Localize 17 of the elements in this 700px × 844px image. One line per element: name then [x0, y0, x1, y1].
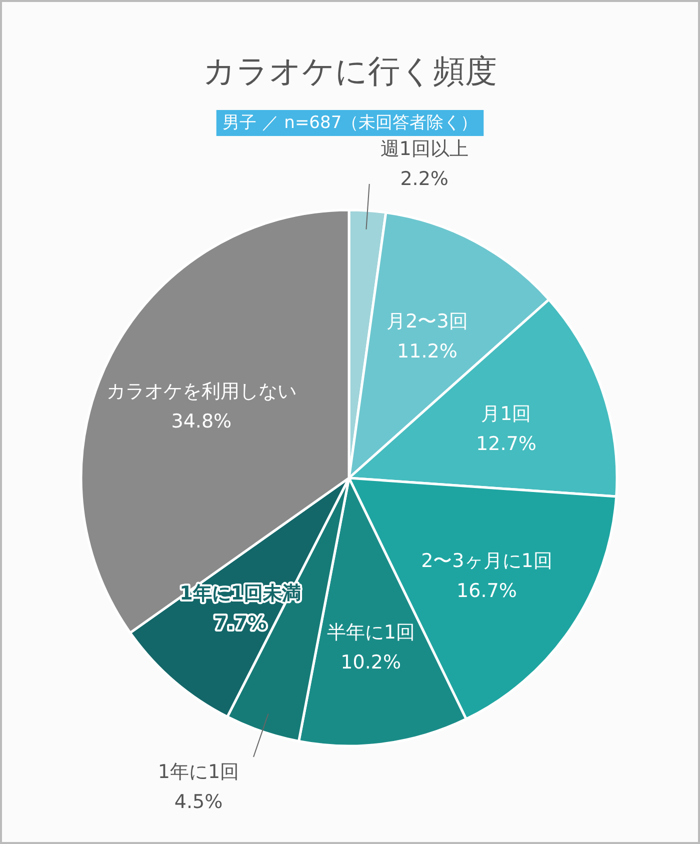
- slice-label: カラオケを利用しない: [106, 380, 296, 403]
- data-label: 4.5%: [174, 790, 223, 813]
- slice-label: 2〜3ヶ月に1回: [421, 550, 552, 572]
- data-label: 34.8%: [171, 410, 232, 433]
- slice-label: 月1回: [481, 403, 532, 426]
- data-label: 10.2%: [340, 652, 402, 674]
- chart-subtitle: 男子 ／ n=687（未回答者除く）: [222, 113, 478, 133]
- slice-label: 月2〜3回: [386, 310, 468, 332]
- chart-title: カラオケに行く頻度: [203, 52, 497, 90]
- data-label: 12.7%: [476, 433, 536, 456]
- data-label: 11.2%: [397, 340, 458, 362]
- data-label: 16.7%: [456, 580, 517, 602]
- data-label: 7.7%: [214, 612, 267, 635]
- slice-label: 半年に1回: [326, 622, 415, 644]
- slice-label: 1年に1回: [158, 760, 240, 783]
- data-label: 2.2%: [400, 168, 448, 190]
- slice-label: 週1回以上: [380, 138, 468, 160]
